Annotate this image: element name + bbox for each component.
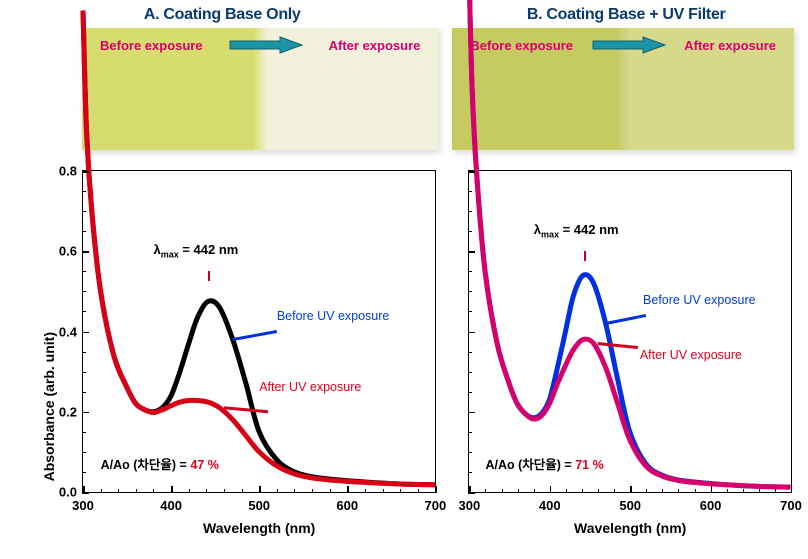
panel-a-swatch-labels: Before exposure After exposure: [82, 36, 438, 54]
panel-a-title: A. Coating Base Only: [144, 6, 301, 24]
panel-b-lambda-tick: [584, 251, 586, 261]
x-tick-label: 400: [160, 498, 182, 513]
x-tick-label: 300: [459, 498, 481, 513]
panel-a-after-exposure-label: After exposure: [329, 38, 421, 53]
panel-b-swatch-labels: Before exposure After exposure: [452, 36, 794, 54]
panel-b-chart: Wavelength (nm) λmax = 442 nm Before UV …: [448, 162, 794, 549]
figure-container: A. Coating Base Only Before exposure Aft…: [0, 0, 808, 559]
arrow-icon: [589, 36, 669, 54]
panel-a-chart: Absorbance (arb. unit) Wavelength (nm) λ…: [20, 162, 438, 549]
x-tick-label: 500: [619, 498, 641, 513]
panel-a-lambda-max-label: λmax = 442 nm: [153, 242, 238, 260]
panel-a-curves: [83, 171, 435, 492]
panel-b-after-exposure-label: After exposure: [684, 38, 776, 53]
panel-b-curves: [469, 171, 791, 492]
panel-a-legend-before: Before UV exposure: [277, 309, 390, 323]
panel-b-legend-before: Before UV exposure: [643, 293, 756, 307]
panel-b-title: B. Coating Base + UV Filter: [527, 6, 726, 24]
y-tick-label: 0.4: [59, 324, 77, 339]
panel-a-lambda-tick: [208, 271, 210, 281]
panel-a-y-axis-label: Absorbance (arb. unit): [41, 332, 57, 481]
x-tick-label: 700: [780, 498, 802, 513]
panel-b-before-exposure-label: Before exposure: [470, 38, 573, 53]
panel-b-x-axis-label: Wavelength (nm): [574, 520, 686, 536]
arrow-icon: [226, 36, 306, 54]
panel-b: B. Coating Base + UV Filter Before expos…: [444, 0, 808, 559]
panel-a: A. Coating Base Only Before exposure Aft…: [0, 0, 444, 559]
panel-b-lambda-max-label: λmax = 442 nm: [534, 222, 619, 240]
panel-a-aao-label: A/Ao (차단율) = 47 %: [101, 454, 219, 473]
x-tick-label: 500: [248, 498, 270, 513]
y-tick-label: 0.6: [59, 244, 77, 259]
panel-a-before-exposure-label: Before exposure: [100, 38, 203, 53]
x-tick-label: 300: [72, 498, 94, 513]
panel-b-aao-label: A/Ao (차단율) = 71 %: [485, 454, 603, 473]
panel-b-legend-after: After UV exposure: [640, 348, 742, 362]
y-tick-label: 0.8: [59, 164, 77, 179]
x-tick-label: 400: [539, 498, 561, 513]
panel-b-swatch: Before exposure After exposure: [452, 28, 794, 150]
x-tick-label: 600: [700, 498, 722, 513]
panel-a-legend-after: After UV exposure: [259, 380, 361, 394]
panel-a-x-axis-label: Wavelength (nm): [203, 520, 315, 536]
y-tick-label: 0.2: [59, 404, 77, 419]
panel-a-swatch: Before exposure After exposure: [82, 28, 438, 150]
x-tick-label: 700: [425, 498, 447, 513]
x-tick-label: 600: [336, 498, 358, 513]
